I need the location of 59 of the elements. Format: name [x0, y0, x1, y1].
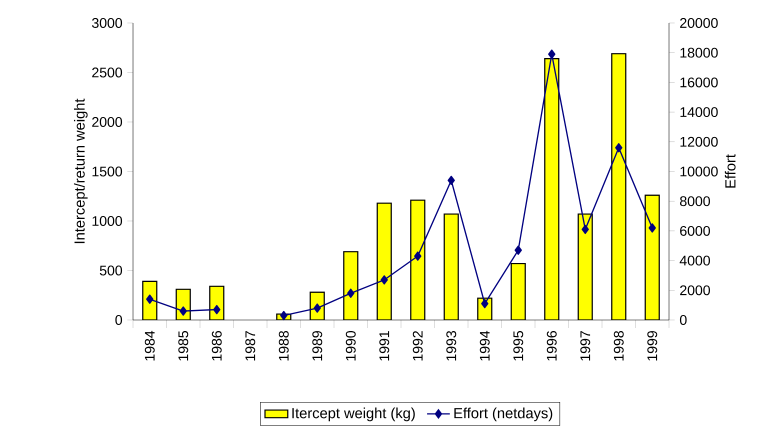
x-tick-label: 1990 [346, 330, 356, 360]
point [414, 251, 422, 261]
x-tick-label: 1991 [379, 331, 390, 360]
y-tick-label: 1000 [92, 216, 122, 226]
y-tick-label: 0 [115, 315, 122, 325]
x-tick-label: 1992 [412, 331, 423, 360]
y-axis-title: Intercept/return weight [74, 98, 88, 244]
bar [142, 280, 158, 320]
x-tick-label: 1984 [144, 330, 155, 360]
point [548, 50, 556, 59]
y-tick-label: 2500 [92, 68, 122, 78]
legend-label: Itercept weight (kg) [292, 408, 415, 422]
y2-tick-label: 8000 [680, 196, 710, 206]
bar [578, 213, 593, 320]
y2-axis-title: Effort [724, 154, 736, 188]
y2-tick-label: 10000 [680, 166, 718, 176]
point [481, 298, 488, 308]
bar [376, 202, 392, 320]
y-tick-label: 500 [100, 266, 122, 276]
x-tick-label: 1993 [446, 331, 456, 360]
x-tick-label: 1988 [278, 331, 289, 360]
point [180, 306, 187, 316]
x-tick-label: 1987 [245, 331, 256, 360]
x-tick-label: 1985 [178, 330, 188, 360]
y-tick-label: 3000 [92, 18, 122, 28]
point [514, 246, 522, 255]
point [448, 176, 455, 186]
x-tick-label: 1999 [647, 331, 658, 360]
x-tick-label: 1995 [513, 330, 524, 360]
point [347, 288, 354, 298]
bar [611, 53, 626, 320]
bar [644, 194, 660, 320]
y2-tick-label: 12000 [680, 136, 718, 147]
x-tick-label: 1986 [212, 331, 222, 360]
y2-tick-label: 6000 [680, 226, 710, 236]
y2-tick-label: 14000 [680, 107, 718, 118]
point [582, 224, 589, 234]
x-tick-label: 1996 [546, 331, 557, 360]
y2-tick-label: 0 [680, 315, 687, 325]
y2-tick-label: 2000 [680, 285, 710, 296]
x-tick-label: 1994 [480, 330, 490, 360]
y-tick-label: 2000 [92, 117, 122, 127]
x-tick-label: 1997 [580, 331, 590, 360]
point [213, 304, 220, 314]
legend-label: Effort (netdays) [454, 408, 552, 422]
bar [343, 251, 358, 320]
y-tick-label: 1500 [92, 166, 122, 176]
point [380, 275, 388, 285]
x-tick-label: 1989 [312, 331, 322, 360]
point [615, 143, 622, 152]
x-tick-label: 1998 [614, 331, 624, 360]
y2-tick-label: 20000 [680, 18, 718, 28]
y2-tick-label: 18000 [680, 48, 718, 58]
y2-tick-label: 16000 [680, 77, 718, 88]
y2-tick-label: 4000 [680, 256, 710, 266]
point [280, 310, 288, 320]
bar [410, 200, 426, 320]
point [648, 223, 656, 233]
bar [209, 286, 224, 320]
